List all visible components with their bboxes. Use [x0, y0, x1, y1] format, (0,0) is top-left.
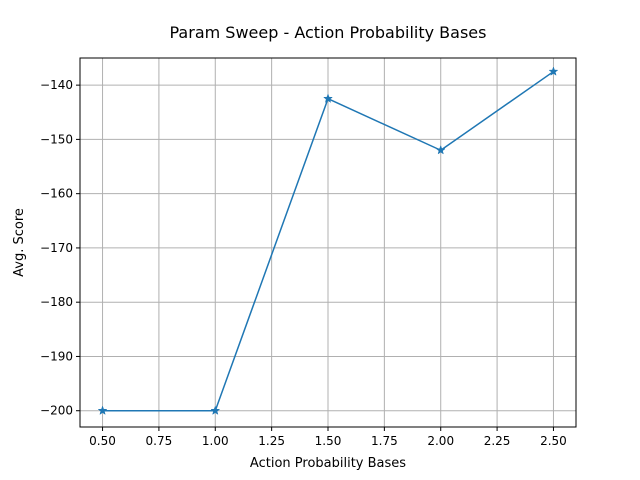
- x-axis-label: Action Probability Bases: [250, 456, 406, 471]
- y-tick-label: −160: [40, 187, 73, 201]
- x-tick-label: 0.75: [146, 434, 173, 448]
- y-axis-label: Avg. Score: [12, 208, 27, 277]
- axis-ticks: 0.50 0.75 1.00 1.25 1.50 1.75 2.00 2.25 2.50 −200…: [40, 78, 567, 448]
- x-tick-label: 1.25: [258, 434, 285, 448]
- x-tick-label: 1.00: [202, 434, 229, 448]
- y-tick-label: −200: [40, 404, 73, 418]
- data-point-marker: [435, 145, 446, 155]
- y-tick-label: −150: [40, 132, 73, 146]
- x-tick-label: 2.00: [427, 434, 454, 448]
- data-point-marker: [548, 66, 559, 76]
- y-tick-label: −190: [40, 349, 73, 363]
- x-tick-label: 1.75: [371, 434, 398, 448]
- grid: [80, 58, 576, 427]
- y-tick-label: −170: [40, 241, 73, 255]
- y-tick-label: −140: [40, 78, 73, 92]
- data-point-marker: [210, 405, 221, 415]
- x-tick-label: 1.50: [315, 434, 342, 448]
- data-point-marker: [97, 405, 108, 415]
- series-layer: [97, 66, 559, 415]
- x-tick-label: 0.50: [89, 434, 116, 448]
- x-tick-label: 2.50: [540, 434, 567, 448]
- y-tick-label: −180: [40, 295, 73, 309]
- chart-title: Param Sweep - Action Probability Bases: [170, 23, 487, 42]
- data-point-marker: [323, 93, 333, 103]
- x-tick-label: 2.25: [484, 434, 511, 448]
